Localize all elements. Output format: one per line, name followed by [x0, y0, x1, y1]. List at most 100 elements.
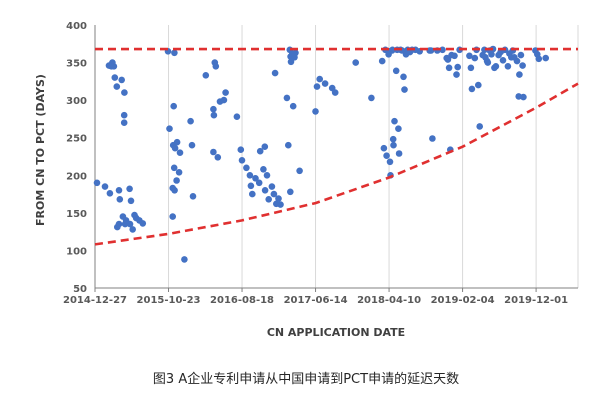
- y-tick-label: 250: [66, 134, 87, 145]
- data-point: [312, 108, 319, 115]
- data-point: [111, 74, 119, 81]
- data-point: [126, 185, 133, 193]
- data-point: [188, 141, 196, 149]
- data-point: [378, 57, 386, 65]
- data-point: [246, 172, 254, 179]
- data-point: [106, 190, 114, 197]
- data-point: [170, 164, 178, 172]
- data-point: [237, 146, 245, 153]
- data-point: [261, 143, 269, 150]
- data-point: [484, 59, 492, 66]
- data-point: [504, 63, 512, 70]
- data-point: [105, 62, 113, 69]
- data-point: [261, 187, 269, 194]
- data-point: [127, 197, 135, 205]
- data-point: [139, 220, 147, 227]
- data-point: [331, 89, 339, 96]
- y-tick-label: 400: [66, 21, 87, 32]
- data-point: [265, 196, 273, 203]
- data-point: [468, 85, 476, 93]
- data-point: [391, 117, 398, 125]
- data-point: [520, 93, 527, 101]
- data-point: [268, 183, 276, 190]
- data-point: [252, 175, 259, 182]
- data-point: [181, 256, 188, 263]
- data-point: [316, 75, 324, 83]
- data-point: [93, 179, 101, 187]
- x-tick-label: 2017-06-14: [284, 295, 348, 306]
- data-point: [120, 119, 128, 126]
- data-point: [352, 59, 360, 66]
- data-point: [445, 64, 453, 72]
- data-point: [263, 172, 271, 179]
- data-point: [187, 117, 194, 125]
- x-tick-label: 2016-08-18: [210, 295, 274, 306]
- data-point: [471, 54, 479, 62]
- data-point: [519, 62, 526, 69]
- data-point: [249, 190, 256, 198]
- data-point: [535, 55, 543, 63]
- x-tick-label: 2018-04-10: [357, 295, 421, 306]
- data-point: [475, 81, 482, 89]
- data-point: [101, 183, 109, 190]
- data-point: [255, 179, 263, 187]
- figure-caption: 图3 A企业专利申请从中国申请到PCT申请的延迟天数: [152, 372, 460, 387]
- data-point: [444, 56, 452, 63]
- data-point: [517, 51, 525, 59]
- y-tick-labels: 50 100 150 200 250 300 350 400: [66, 21, 87, 295]
- data-point: [173, 138, 181, 146]
- data-point: [453, 71, 460, 78]
- reference-lines: [94, 47, 579, 246]
- data-point: [499, 57, 507, 64]
- data-point: [296, 167, 303, 175]
- data-point: [175, 169, 183, 176]
- data-point: [395, 125, 402, 132]
- data-point: [488, 51, 495, 58]
- data-point: [513, 57, 521, 65]
- data-point: [542, 54, 549, 62]
- data-point: [189, 193, 197, 200]
- data-point: [386, 158, 394, 166]
- data-point: [292, 49, 299, 57]
- data-point: [466, 52, 473, 60]
- data-point: [115, 220, 123, 228]
- data-point: [243, 164, 250, 172]
- data-point: [222, 89, 229, 96]
- data-point: [220, 96, 228, 104]
- data-point: [126, 220, 134, 228]
- x-tick-label: 2015-10-23: [137, 295, 201, 306]
- data-point: [383, 152, 390, 159]
- data-point: [210, 148, 217, 156]
- data-point: [271, 69, 279, 77]
- x-tick-label: 2019-12-01: [504, 295, 568, 306]
- y-tick-label: 350: [66, 59, 87, 70]
- data-point: [110, 63, 118, 70]
- data-point: [277, 201, 284, 208]
- data-point: [118, 76, 125, 84]
- trend-curve: [94, 82, 579, 246]
- data-point: [492, 63, 500, 70]
- data-point: [313, 83, 321, 90]
- data-point: [256, 147, 264, 155]
- data-point: [169, 213, 176, 220]
- data-point: [121, 89, 128, 96]
- data-point: [171, 144, 179, 152]
- data-point: [451, 52, 458, 60]
- data-point: [176, 149, 184, 156]
- data-points: [93, 45, 549, 263]
- data-point: [287, 188, 294, 196]
- y-tick-label: 50: [73, 284, 87, 295]
- data-point: [454, 63, 462, 71]
- y-tick-label: 300: [66, 96, 87, 107]
- y-tick-label: 200: [66, 171, 87, 182]
- data-point: [395, 150, 403, 157]
- data-point: [166, 125, 173, 132]
- data-point: [120, 111, 128, 119]
- data-point: [427, 47, 435, 54]
- data-point: [129, 226, 136, 233]
- data-point: [287, 58, 295, 66]
- y-tick-label: 150: [66, 209, 87, 220]
- x-tick-label: 2019-02-04: [431, 295, 495, 306]
- y-axis-title: FROM CN TO PCT (DAYS): [34, 74, 47, 226]
- data-point: [171, 187, 178, 194]
